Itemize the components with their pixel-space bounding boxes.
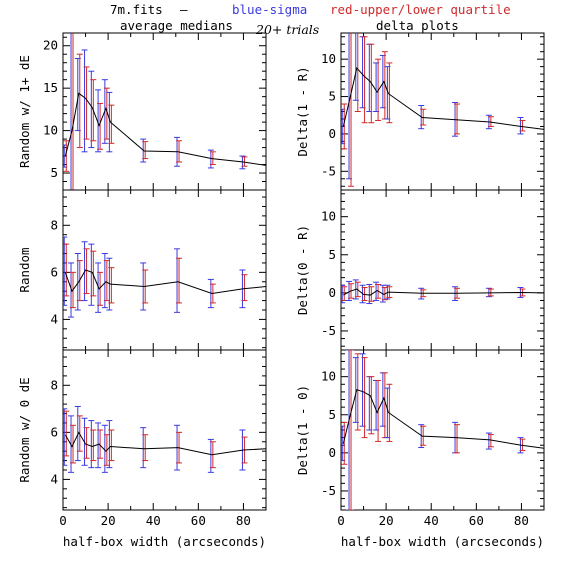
data-layer [63,405,266,473]
median-line [342,388,544,449]
data-layer [63,33,266,190]
y-tick-label: 5 [328,89,336,104]
panel-right-mid: -5 0 5 10 Delta(0 - R) [295,189,545,351]
panel-left-mid: 4 6 8 Random [17,189,267,351]
y-axis-label: Delta(1 - R) [295,66,310,156]
median-line [64,92,266,166]
x-tick-label: 0 [59,513,67,528]
y-axis-label: Random [17,247,32,292]
data-layer [341,279,544,305]
x-tick-label: 0 [337,513,345,528]
median-line [342,67,544,130]
x-tick-label: 20 [101,513,116,528]
x-tick-label: 40 [146,513,161,528]
y-tick-label: 10 [43,123,58,138]
y-tick-label: -5 [321,483,336,498]
y-axis-label: Delta(1 - 0) [295,385,310,475]
y-tick-label: 0 [328,285,336,300]
y-tick-label: 0 [328,445,336,460]
y-tick-label: 4 [50,311,58,326]
x-tick-label: 80 [514,513,529,528]
trials-label: 20+ trials [255,22,319,37]
median-line [64,431,266,456]
y-tick-label: -5 [321,323,336,338]
y-tick-label: 10 [321,209,336,224]
x-axis-label: half-box width (arcseconds) [63,534,266,549]
x-axis-label: half-box width (arcseconds) [341,534,544,549]
y-tick-label: 6 [50,264,58,279]
y-tick-label: 4 [50,471,58,486]
y-tick-label: 5 [50,165,58,180]
plot-frame [62,349,267,511]
right-title: delta plots [376,18,459,33]
y-tick-label: 20 [43,38,58,53]
header-sigma-legend: blue-sigma [232,2,307,17]
x-tick-label: 60 [469,513,484,528]
data-layer [63,236,266,318]
y-axis-label: Random w/ 1+ dE [17,55,32,168]
panel-right-top: -5 0 5 10 Delta(1 - R) [295,32,545,191]
x-tick-label: 20 [379,513,394,528]
header-quartile-legend: red-upper/lower quartile [330,2,511,17]
header-file: 7m.fits [110,2,163,17]
y-axis-label: Delta(0 - R) [295,225,310,315]
header-dash: — [180,2,188,17]
y-tick-label: 6 [50,424,58,439]
y-axis-label: Random w/ 0 dE [17,377,32,482]
median-line [64,269,266,295]
y-tick-label: 5 [328,407,336,422]
y-tick-label: 8 [50,377,58,392]
data-layer [341,33,544,187]
x-tick-label: 60 [191,513,206,528]
panel-left-top: 5 10 15 20 Random w/ 1+ dE [17,32,267,191]
y-tick-label: 15 [43,80,58,95]
x-tick-label: 80 [236,513,251,528]
plot-frame [340,189,545,351]
left-title: average medians [120,18,233,33]
y-tick-label: 10 [321,51,336,66]
y-tick-label: 0 [328,126,336,141]
median-line [343,288,544,296]
x-tick-label: 40 [424,513,439,528]
data-layer [341,350,544,510]
panel-left-bot: 0 20 40 60 80 4 6 8 Random w/ 0 dE half-box width… [17,349,267,549]
y-tick-label: -5 [321,163,336,178]
y-tick-label: 10 [321,369,336,384]
y-tick-label: 5 [328,247,336,262]
y-tick-label: 8 [50,217,58,232]
